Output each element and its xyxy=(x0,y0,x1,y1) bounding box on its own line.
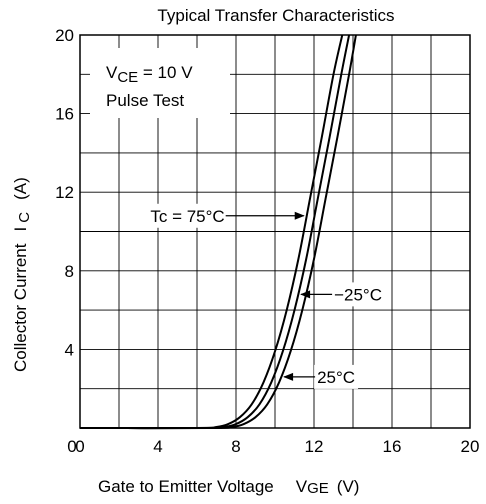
x-tick-label: 16 xyxy=(383,437,402,456)
x-tick-label: 20 xyxy=(461,437,480,456)
annotation-arrowhead xyxy=(295,212,305,220)
pulse-test-label: Pulse Test xyxy=(106,91,184,110)
y-axis-symbol: I xyxy=(11,227,30,232)
x-tick-label: 0 xyxy=(67,437,76,456)
x-axis-symbol: V xyxy=(296,477,308,496)
y-axis-unit: (A) xyxy=(11,177,30,200)
x-tick-label: 4 xyxy=(153,437,162,456)
x-axis-label-main: Gate to Emitter Voltage xyxy=(98,477,274,496)
y-axis-subscript: C xyxy=(16,212,33,223)
x-tick-label: 8 xyxy=(231,437,240,456)
chart-title: Typical Transfer Characteristics xyxy=(157,6,394,25)
annotation-arrowhead xyxy=(283,373,293,381)
y-axis-label: Collector Current IC (A) xyxy=(11,177,33,372)
x-axis-subscript: GE xyxy=(307,480,329,497)
vce-subscript: CE xyxy=(117,69,138,86)
x-tick-label: 12 xyxy=(305,437,324,456)
y-tick-label: 12 xyxy=(55,183,74,202)
vce-symbol: V xyxy=(106,63,118,82)
y-tick-labels: 4 8 12 16 20 xyxy=(55,26,74,359)
annotation-label: −25°C xyxy=(334,285,382,304)
annotation-label: 25°C xyxy=(317,368,355,387)
y-tick-label: 20 xyxy=(55,26,74,45)
y-tick-label: 4 xyxy=(65,340,74,359)
conditions-box: VCE = 10 V Pulse Test xyxy=(90,48,230,118)
y-tick-label: 8 xyxy=(65,262,74,281)
vce-value: = 10 V xyxy=(138,63,193,82)
y-axis-label-main: Collector Current xyxy=(11,243,30,372)
annotation-label: Tc = 75°C xyxy=(150,207,224,226)
y-tick-label: 16 xyxy=(55,105,74,124)
x-axis-label: Gate to Emitter Voltage VGE (V) xyxy=(98,477,359,497)
x-tick-labels: 0 4 8 12 16 200 xyxy=(67,437,479,456)
x-axis-unit: (V) xyxy=(337,477,360,496)
